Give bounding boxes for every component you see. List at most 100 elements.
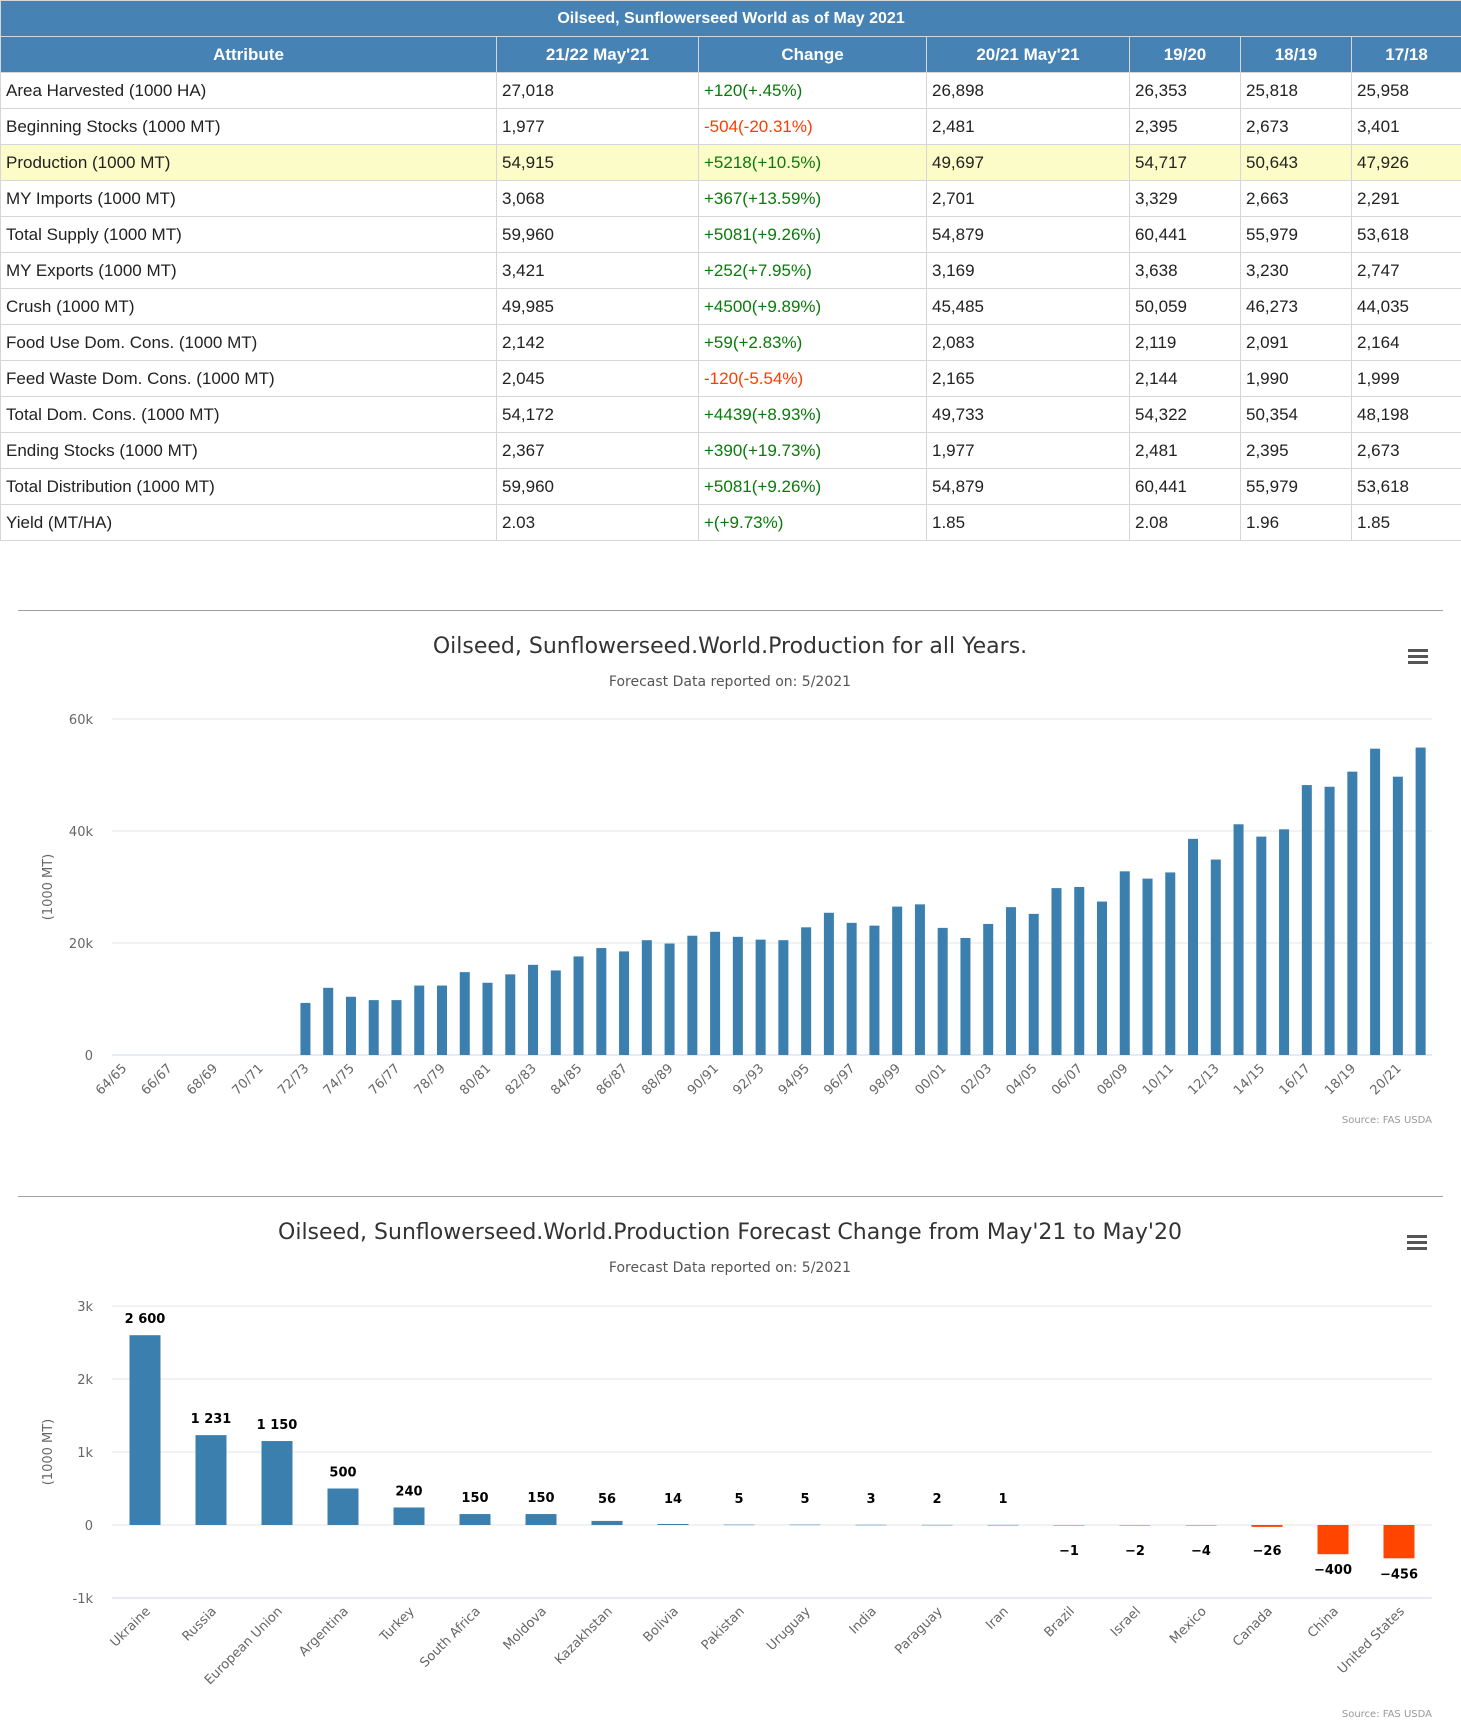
y-axis-label: (1000 MT) xyxy=(41,854,56,921)
x-tick-label: Canada xyxy=(1230,1604,1276,1650)
value-cell: 2,395 xyxy=(1241,433,1352,469)
data-label: 5 xyxy=(800,1492,809,1507)
chart-svg: Oilseed, Sunflowerseed.World.Production … xyxy=(0,1197,1461,1727)
value-cell: 2,395 xyxy=(1130,109,1241,145)
value-cell: 2,144 xyxy=(1130,361,1241,397)
bar xyxy=(505,974,515,1055)
bar xyxy=(938,928,948,1055)
data-label: 5 xyxy=(734,1492,743,1507)
data-label: 2 xyxy=(932,1492,941,1507)
bar xyxy=(960,938,970,1055)
column-header[interactable]: 18/19 xyxy=(1241,37,1352,73)
bar xyxy=(526,1514,557,1525)
row-label: Feed Waste Dom. Cons. (1000 MT) xyxy=(1,361,497,397)
value-cell: 45,485 xyxy=(927,289,1130,325)
x-tick-label: 00/01 xyxy=(912,1061,949,1098)
bar xyxy=(346,997,356,1055)
x-tick-label: Bolivia xyxy=(641,1604,682,1645)
value-cell: 50,354 xyxy=(1241,397,1352,433)
value-cell: 27,018 xyxy=(497,73,699,109)
value-cell: 54,172 xyxy=(497,397,699,433)
value-cell: 2,367 xyxy=(497,433,699,469)
change-cell: +367(+13.59%) xyxy=(699,181,927,217)
value-cell: 59,960 xyxy=(497,217,699,253)
data-label: 1 231 xyxy=(191,1412,232,1427)
bar xyxy=(391,1000,401,1055)
x-tick-label: 98/99 xyxy=(867,1061,904,1098)
menu-icon[interactable] xyxy=(1407,1235,1427,1250)
x-tick-label: Moldova xyxy=(501,1604,550,1653)
change-cell: -504(-20.31%) xyxy=(699,109,927,145)
value-cell: 49,985 xyxy=(497,289,699,325)
x-tick-label: 90/91 xyxy=(685,1061,722,1098)
value-cell: 2.03 xyxy=(497,505,699,541)
value-cell: 2,091 xyxy=(1241,325,1352,361)
x-tick-label: 20/21 xyxy=(1368,1061,1405,1098)
forecast-change-chart: Oilseed, Sunflowerseed.World.Production … xyxy=(0,1197,1461,1727)
bar xyxy=(988,1525,1019,1526)
x-tick-label: 64/65 xyxy=(93,1061,130,1098)
bar xyxy=(824,913,834,1055)
bar xyxy=(724,1525,755,1526)
x-tick-label: 74/75 xyxy=(321,1061,358,1098)
production-history-chart: Oilseed, Sunflowerseed.World.Production … xyxy=(0,611,1461,1131)
value-cell: 3,169 xyxy=(927,253,1130,289)
row-label: Ending Stocks (1000 MT) xyxy=(1,433,497,469)
data-label: −1 xyxy=(1059,1544,1079,1559)
bar xyxy=(619,951,629,1055)
x-tick-label: Ukraine xyxy=(108,1604,154,1650)
x-tick-label: 66/67 xyxy=(139,1061,176,1098)
column-header[interactable]: 20/21 May'21 xyxy=(927,37,1130,73)
bar xyxy=(1252,1525,1283,1527)
x-tick-label: 82/83 xyxy=(503,1061,540,1098)
bar xyxy=(1384,1525,1415,1558)
data-label: −2 xyxy=(1125,1544,1145,1559)
y-tick-label: 60k xyxy=(69,713,94,728)
table-row: Ending Stocks (1000 MT)2,367+390(+19.73%… xyxy=(1,433,1461,469)
x-tick-label: 80/81 xyxy=(457,1061,494,1098)
change-cell: +120(+.45%) xyxy=(699,73,927,109)
value-cell: 3,401 xyxy=(1352,109,1461,145)
column-header[interactable]: 19/20 xyxy=(1130,37,1241,73)
change-cell: +(+9.73%) xyxy=(699,505,927,541)
x-tick-label: 08/09 xyxy=(1094,1061,1131,1098)
table-row: Feed Waste Dom. Cons. (1000 MT)2,045-120… xyxy=(1,361,1461,397)
value-cell: 59,960 xyxy=(497,469,699,505)
row-label: Total Distribution (1000 MT) xyxy=(1,469,497,505)
x-tick-label: Mexico xyxy=(1167,1604,1210,1647)
change-cell: +5081(+9.26%) xyxy=(699,217,927,253)
data-label: −400 xyxy=(1314,1563,1352,1578)
bar xyxy=(300,1003,310,1055)
value-cell: 2,481 xyxy=(1130,433,1241,469)
column-header[interactable]: 17/18 xyxy=(1352,37,1461,73)
column-header[interactable]: 21/22 May'21 xyxy=(497,37,699,73)
x-tick-label: 76/77 xyxy=(366,1061,403,1098)
bar xyxy=(1120,871,1130,1055)
column-header[interactable]: Attribute xyxy=(1,37,497,73)
bar xyxy=(460,972,470,1055)
x-tick-label: 72/73 xyxy=(275,1061,312,1098)
bar xyxy=(869,926,879,1055)
bar xyxy=(394,1507,425,1525)
value-cell: 2,747 xyxy=(1352,253,1461,289)
value-cell: 47,926 xyxy=(1352,145,1461,181)
x-tick-label: China xyxy=(1305,1604,1342,1641)
value-cell: 54,717 xyxy=(1130,145,1241,181)
bar xyxy=(1165,872,1175,1055)
row-label: Beginning Stocks (1000 MT) xyxy=(1,109,497,145)
value-cell: 54,879 xyxy=(927,469,1130,505)
data-label: 1 xyxy=(998,1492,1007,1507)
y-tick-label: 0 xyxy=(85,1049,93,1064)
y-tick-label: 40k xyxy=(69,825,94,840)
menu-icon[interactable] xyxy=(1408,649,1428,664)
x-tick-label: 14/15 xyxy=(1231,1061,1268,1098)
table-row: Total Dom. Cons. (1000 MT)54,172+4439(+8… xyxy=(1,397,1461,433)
change-cell: +390(+19.73%) xyxy=(699,433,927,469)
column-header[interactable]: Change xyxy=(699,37,927,73)
table-row: Area Harvested (1000 HA)27,018+120(+.45%… xyxy=(1,73,1461,109)
bar xyxy=(856,1525,887,1526)
x-tick-label: 96/97 xyxy=(821,1061,858,1098)
chart-subtitle: Forecast Data reported on: 5/2021 xyxy=(609,1260,851,1276)
value-cell: 53,618 xyxy=(1352,469,1461,505)
